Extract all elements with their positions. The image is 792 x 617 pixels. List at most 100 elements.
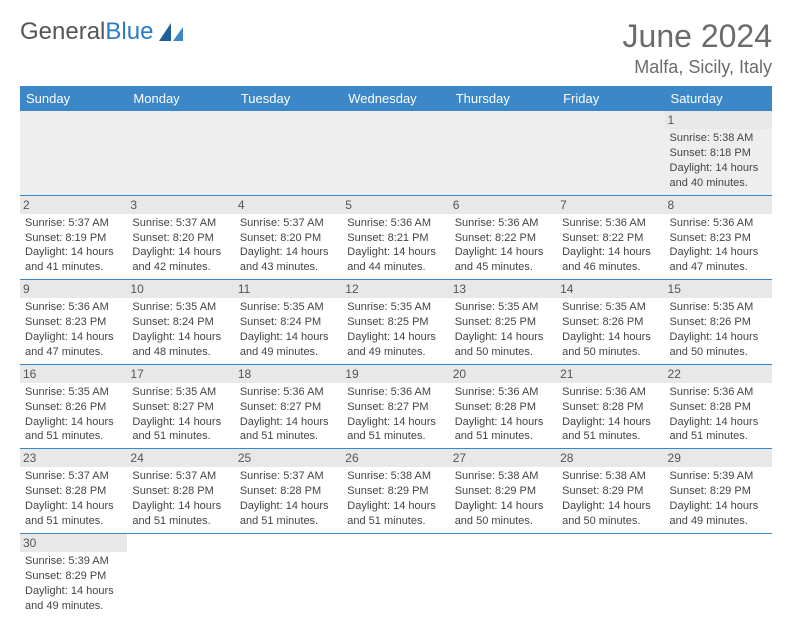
daylight-text: and 50 minutes. xyxy=(455,514,552,529)
daylight-text: Daylight: 14 hours xyxy=(240,245,337,260)
sunset-text: Sunset: 8:29 PM xyxy=(562,484,659,499)
calendar-cell: 13Sunrise: 5:35 AMSunset: 8:25 PMDayligh… xyxy=(450,280,557,365)
daylight-text: Daylight: 14 hours xyxy=(670,245,767,260)
sunrise-text: Sunrise: 5:37 AM xyxy=(132,216,229,231)
weekday-header-row: Sunday Monday Tuesday Wednesday Thursday… xyxy=(20,86,772,111)
sunrise-text: Sunrise: 5:38 AM xyxy=(455,469,552,484)
daylight-text: and 50 minutes. xyxy=(455,345,552,360)
sunrise-text: Sunrise: 5:36 AM xyxy=(562,216,659,231)
daylight-text: and 44 minutes. xyxy=(347,260,444,275)
sunrise-text: Sunrise: 5:39 AM xyxy=(25,554,122,569)
sunrise-text: Sunrise: 5:37 AM xyxy=(240,216,337,231)
daylight-text: Daylight: 14 hours xyxy=(25,245,122,260)
calendar-week: 23Sunrise: 5:37 AMSunset: 8:28 PMDayligh… xyxy=(20,449,772,534)
weekday-header: Sunday xyxy=(20,86,127,111)
day-number: 3 xyxy=(127,196,234,214)
sunset-text: Sunset: 8:28 PM xyxy=(670,400,767,415)
daylight-text: Daylight: 14 hours xyxy=(132,499,229,514)
day-number: 13 xyxy=(450,280,557,298)
daylight-text: and 51 minutes. xyxy=(670,429,767,444)
day-number: 5 xyxy=(342,196,449,214)
sunrise-text: Sunrise: 5:38 AM xyxy=(670,131,767,146)
daylight-text: Daylight: 14 hours xyxy=(562,330,659,345)
sunset-text: Sunset: 8:29 PM xyxy=(25,569,122,584)
sunrise-text: Sunrise: 5:35 AM xyxy=(347,300,444,315)
sunset-text: Sunset: 8:28 PM xyxy=(25,484,122,499)
calendar-cell: 16Sunrise: 5:35 AMSunset: 8:26 PMDayligh… xyxy=(20,364,127,449)
daylight-text: Daylight: 14 hours xyxy=(455,499,552,514)
day-number: 29 xyxy=(665,449,772,467)
day-number: 27 xyxy=(450,449,557,467)
daylight-text: Daylight: 14 hours xyxy=(562,499,659,514)
sunrise-text: Sunrise: 5:35 AM xyxy=(670,300,767,315)
sunrise-text: Sunrise: 5:37 AM xyxy=(132,469,229,484)
sunrise-text: Sunrise: 5:39 AM xyxy=(670,469,767,484)
daylight-text: and 51 minutes. xyxy=(240,429,337,444)
daylight-text: Daylight: 14 hours xyxy=(25,415,122,430)
weekday-header: Saturday xyxy=(665,86,772,111)
sunset-text: Sunset: 8:23 PM xyxy=(670,231,767,246)
daylight-text: Daylight: 14 hours xyxy=(132,245,229,260)
sunset-text: Sunset: 8:28 PM xyxy=(562,400,659,415)
daylight-text: and 43 minutes. xyxy=(240,260,337,275)
daylight-text: and 49 minutes. xyxy=(670,514,767,529)
daylight-text: Daylight: 14 hours xyxy=(347,415,444,430)
calendar-week: 30Sunrise: 5:39 AMSunset: 8:29 PMDayligh… xyxy=(20,533,772,617)
sunrise-text: Sunrise: 5:35 AM xyxy=(240,300,337,315)
calendar-cell xyxy=(557,533,664,617)
daylight-text: Daylight: 14 hours xyxy=(455,330,552,345)
calendar-cell: 21Sunrise: 5:36 AMSunset: 8:28 PMDayligh… xyxy=(557,364,664,449)
sunset-text: Sunset: 8:29 PM xyxy=(455,484,552,499)
calendar-week: 16Sunrise: 5:35 AMSunset: 8:26 PMDayligh… xyxy=(20,364,772,449)
calendar-cell: 7Sunrise: 5:36 AMSunset: 8:22 PMDaylight… xyxy=(557,195,664,280)
calendar-cell xyxy=(235,111,342,195)
location: Malfa, Sicily, Italy xyxy=(623,57,772,78)
day-number: 1 xyxy=(665,111,772,129)
weekday-header: Friday xyxy=(557,86,664,111)
daylight-text: and 40 minutes. xyxy=(670,176,767,191)
day-number: 6 xyxy=(450,196,557,214)
sunrise-text: Sunrise: 5:36 AM xyxy=(455,385,552,400)
daylight-text: and 51 minutes. xyxy=(347,514,444,529)
calendar-cell: 14Sunrise: 5:35 AMSunset: 8:26 PMDayligh… xyxy=(557,280,664,365)
daylight-text: Daylight: 14 hours xyxy=(670,499,767,514)
calendar-table: Sunday Monday Tuesday Wednesday Thursday… xyxy=(20,86,772,617)
day-number: 19 xyxy=(342,365,449,383)
sunset-text: Sunset: 8:22 PM xyxy=(455,231,552,246)
day-number: 10 xyxy=(127,280,234,298)
sunset-text: Sunset: 8:23 PM xyxy=(25,315,122,330)
daylight-text: and 41 minutes. xyxy=(25,260,122,275)
calendar-cell: 2Sunrise: 5:37 AMSunset: 8:19 PMDaylight… xyxy=(20,195,127,280)
day-number: 11 xyxy=(235,280,342,298)
sunset-text: Sunset: 8:26 PM xyxy=(25,400,122,415)
sunset-text: Sunset: 8:21 PM xyxy=(347,231,444,246)
sunset-text: Sunset: 8:29 PM xyxy=(347,484,444,499)
daylight-text: and 51 minutes. xyxy=(562,429,659,444)
sunrise-text: Sunrise: 5:35 AM xyxy=(132,300,229,315)
sunset-text: Sunset: 8:18 PM xyxy=(670,146,767,161)
daylight-text: Daylight: 14 hours xyxy=(132,415,229,430)
calendar-week: 1Sunrise: 5:38 AMSunset: 8:18 PMDaylight… xyxy=(20,111,772,195)
day-number: 24 xyxy=(127,449,234,467)
calendar-cell: 26Sunrise: 5:38 AMSunset: 8:29 PMDayligh… xyxy=(342,449,449,534)
calendar-cell: 1Sunrise: 5:38 AMSunset: 8:18 PMDaylight… xyxy=(665,111,772,195)
daylight-text: and 51 minutes. xyxy=(25,429,122,444)
calendar-cell: 22Sunrise: 5:36 AMSunset: 8:28 PMDayligh… xyxy=(665,364,772,449)
calendar-cell: 30Sunrise: 5:39 AMSunset: 8:29 PMDayligh… xyxy=(20,533,127,617)
header: GeneralBlue June 2024 Malfa, Sicily, Ita… xyxy=(20,18,772,78)
sunset-text: Sunset: 8:28 PM xyxy=(240,484,337,499)
calendar-cell: 4Sunrise: 5:37 AMSunset: 8:20 PMDaylight… xyxy=(235,195,342,280)
sunset-text: Sunset: 8:25 PM xyxy=(455,315,552,330)
brand-logo: GeneralBlue xyxy=(20,18,185,46)
day-number: 14 xyxy=(557,280,664,298)
sunrise-text: Sunrise: 5:35 AM xyxy=(132,385,229,400)
sunrise-text: Sunrise: 5:37 AM xyxy=(25,216,122,231)
calendar-cell xyxy=(127,111,234,195)
calendar-cell: 23Sunrise: 5:37 AMSunset: 8:28 PMDayligh… xyxy=(20,449,127,534)
daylight-text: Daylight: 14 hours xyxy=(240,415,337,430)
calendar-cell: 28Sunrise: 5:38 AMSunset: 8:29 PMDayligh… xyxy=(557,449,664,534)
calendar-cell: 27 Sunrise: 5:38 AMSunset: 8:29 PMDayligh… xyxy=(450,449,557,534)
sunset-text: Sunset: 8:24 PM xyxy=(240,315,337,330)
calendar-cell: 11Sunrise: 5:35 AMSunset: 8:24 PMDayligh… xyxy=(235,280,342,365)
sunrise-text: Sunrise: 5:38 AM xyxy=(562,469,659,484)
